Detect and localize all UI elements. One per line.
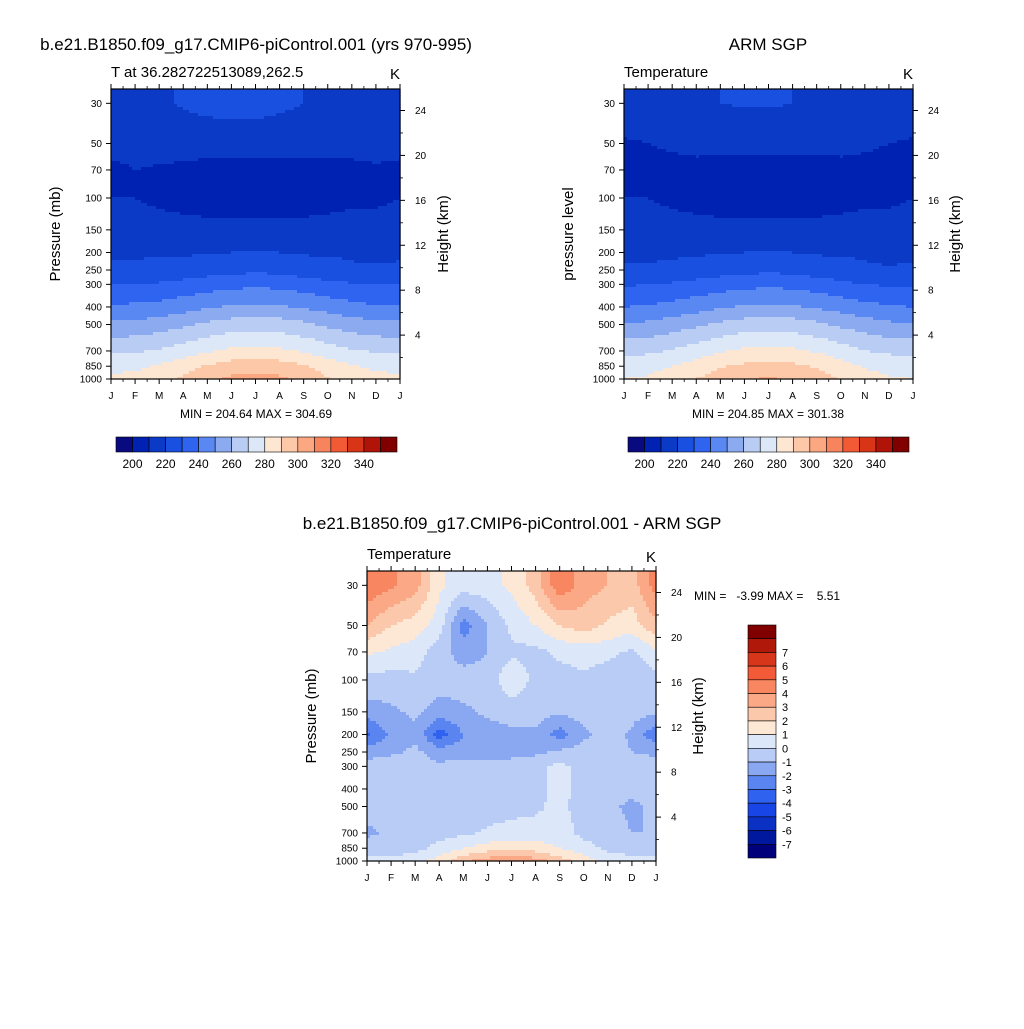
- panel-1-field: [111, 89, 401, 380]
- contour-fills: [111, 89, 914, 862]
